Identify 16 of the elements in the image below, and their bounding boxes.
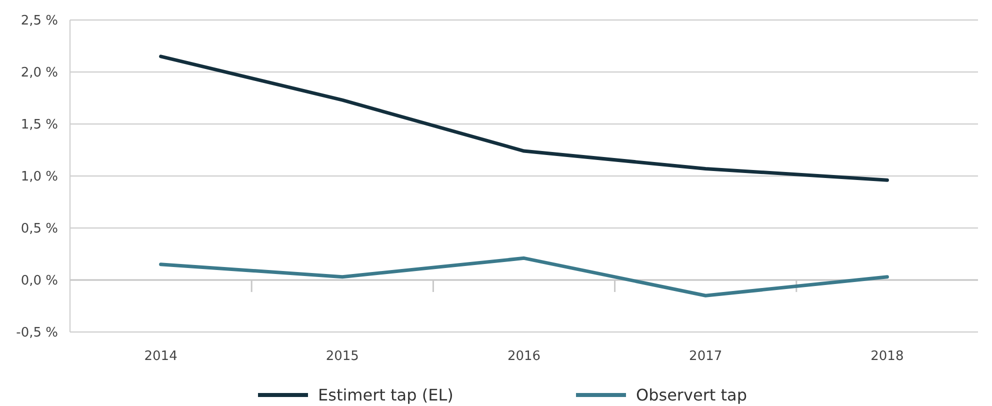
- y-tick-label: 2,0 %: [20, 66, 58, 81]
- line-series: [159, 54, 889, 182]
- y-tick-label: 2,5 %: [20, 14, 58, 29]
- y-tick-label: 0,0 %: [20, 274, 58, 289]
- legend-label: Estimert tap (EL): [318, 386, 454, 405]
- x-tick-label: 2017: [689, 349, 722, 364]
- y-tick-label: -0,5 %: [16, 326, 58, 341]
- y-tick-label: 0,5 %: [20, 222, 58, 237]
- y-tick-label: 1,0 %: [20, 170, 58, 185]
- legend-label: Observert tap: [636, 386, 747, 405]
- x-tick-label: 2016: [507, 349, 541, 364]
- line-series: [159, 256, 889, 298]
- x-tick-label: 2014: [144, 349, 178, 364]
- x-tick-label: 2015: [326, 349, 359, 364]
- y-tick-label: 1,5 %: [20, 118, 58, 133]
- x-tick-label: 2018: [870, 349, 904, 364]
